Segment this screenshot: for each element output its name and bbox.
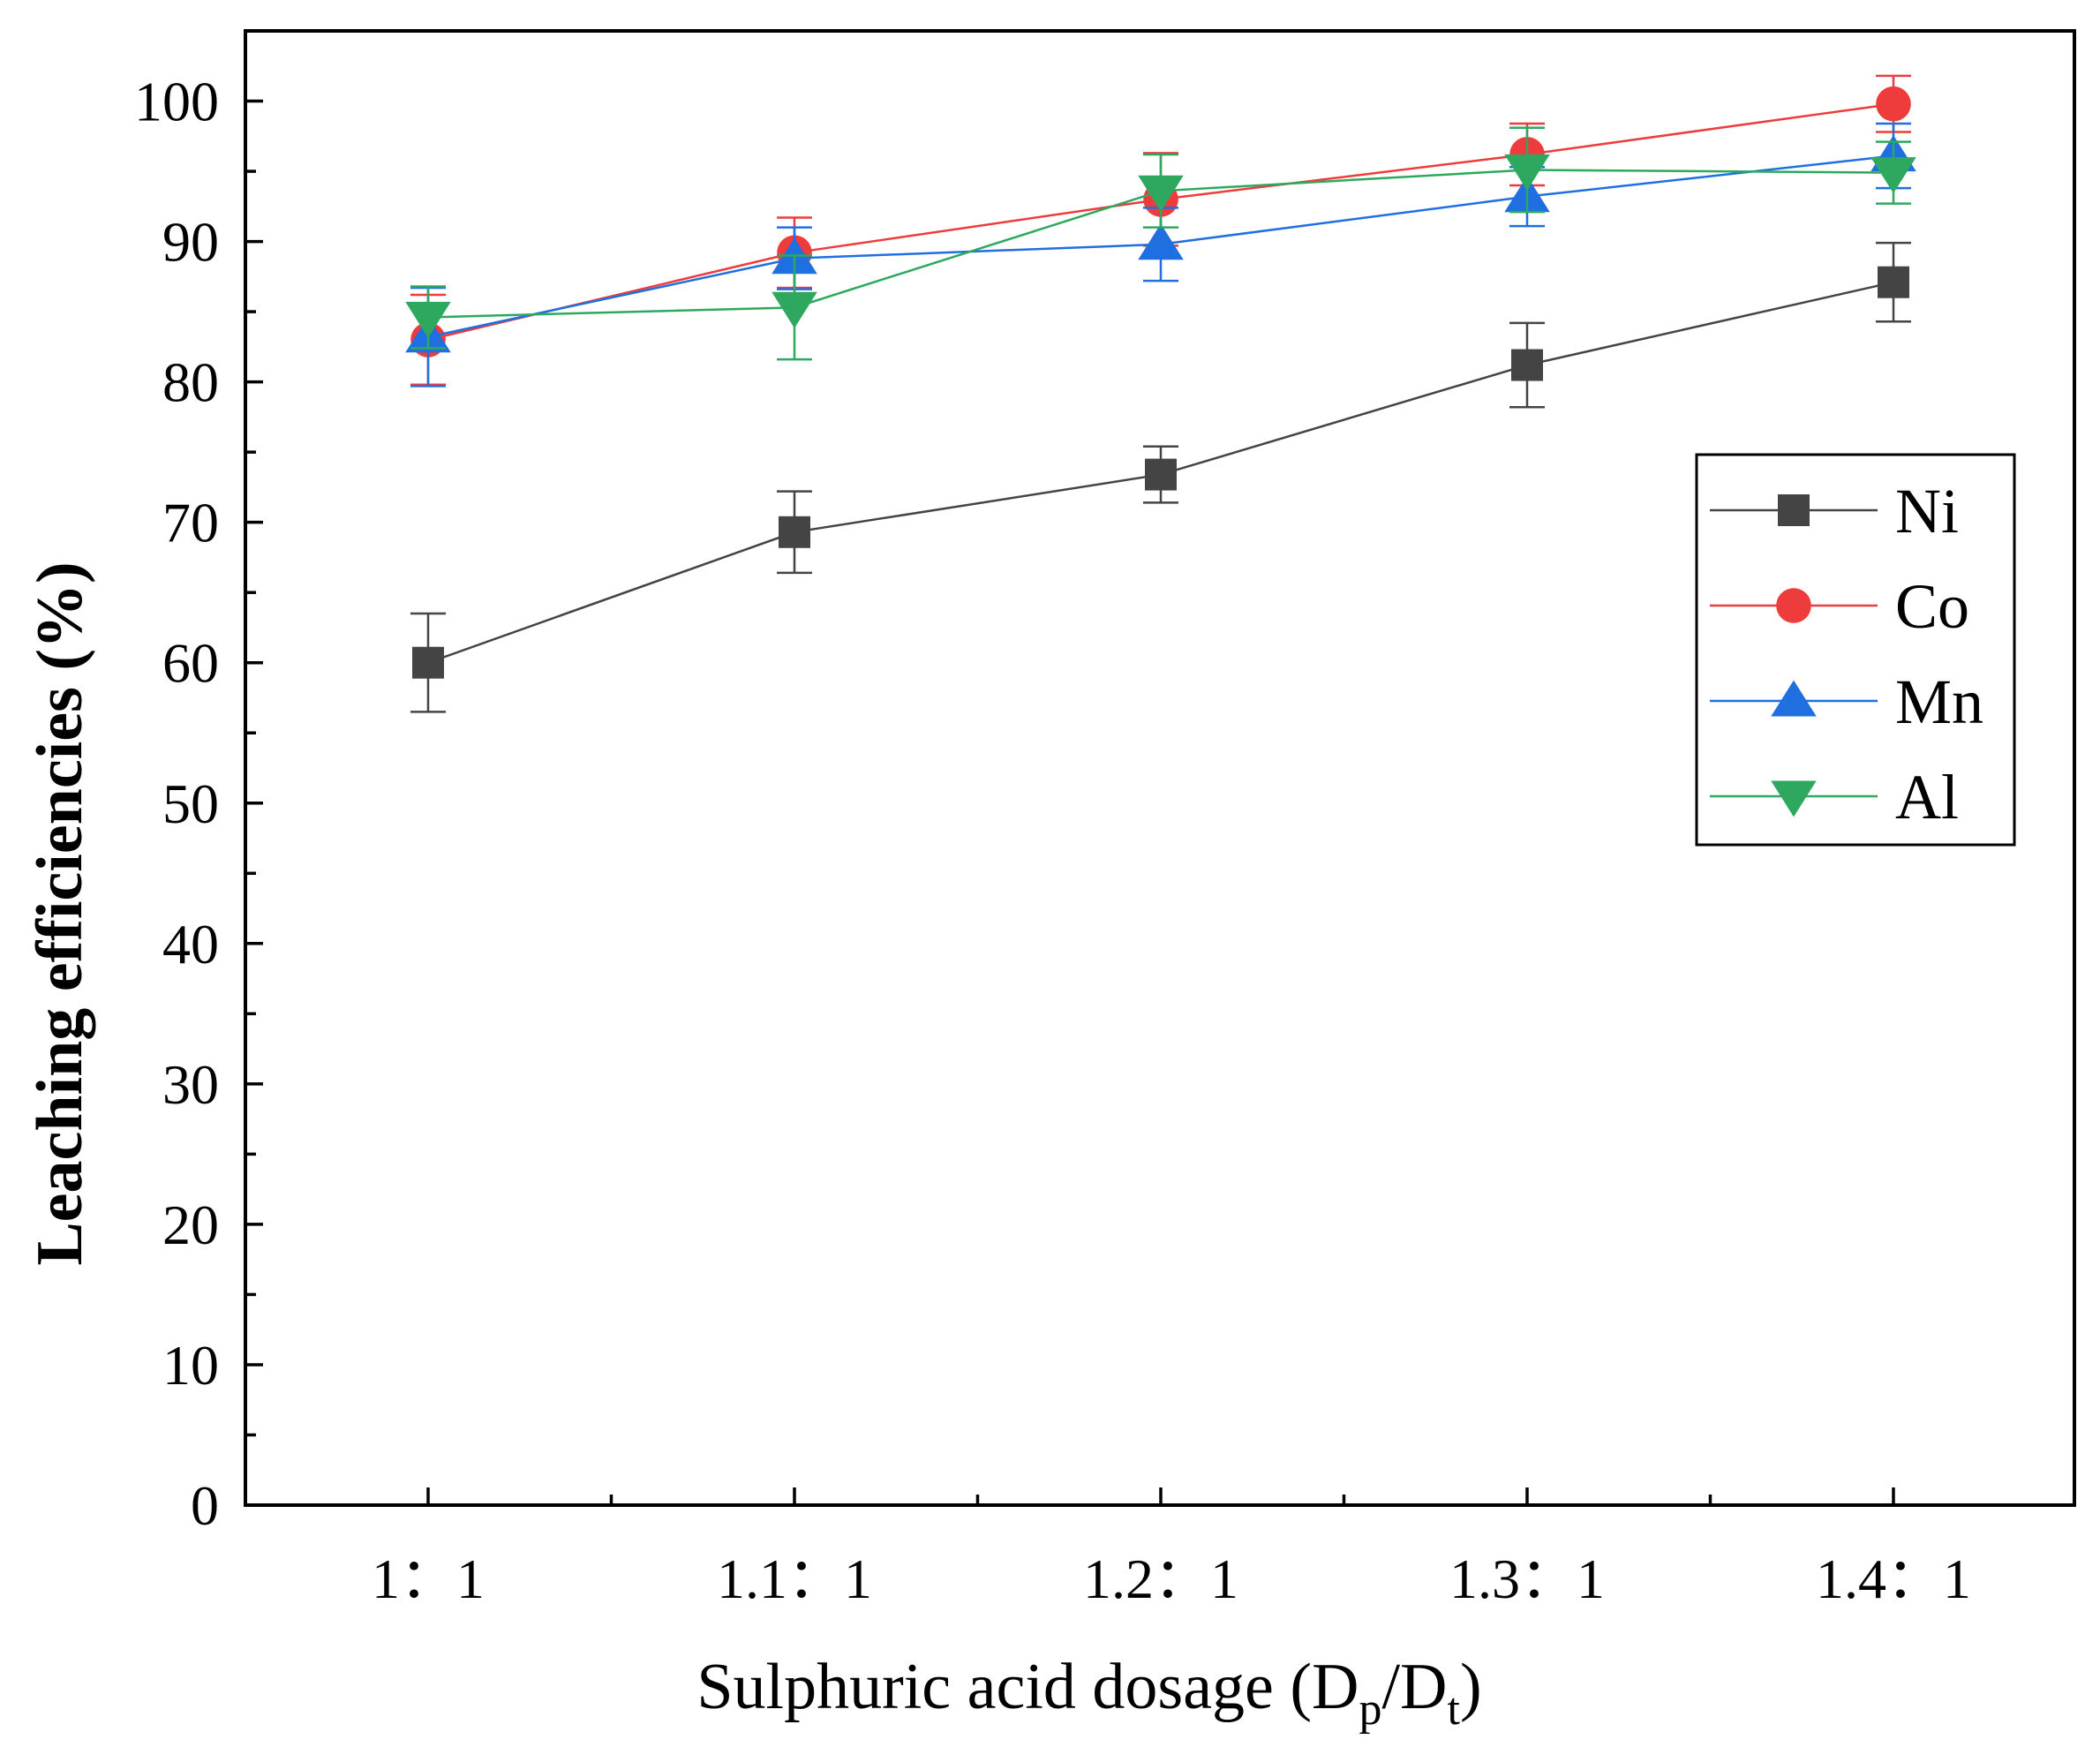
legend-box: [1695, 453, 2016, 847]
data-point-ni: [1878, 266, 1909, 298]
y-axis-label: Leaching efficiencies (%): [24, 561, 96, 1265]
legend-item-al: Al: [1710, 762, 1959, 832]
data-point-ni: [1145, 458, 1177, 491]
x-axis-label: Sulphuric acid dosage (Dp/Dt): [696, 1651, 1481, 1735]
x-axis-label-end: ): [1460, 1651, 1482, 1723]
x-tick-label: 1.3：1: [1449, 1547, 1605, 1610]
data-point-co: [1876, 86, 1911, 122]
data-point-al: [1870, 157, 1916, 194]
data-point-ni: [779, 516, 810, 548]
y-tick-label: 40: [162, 913, 219, 975]
y-tick-label: 30: [162, 1053, 219, 1116]
legend-label: Al: [1895, 762, 1959, 832]
x-axis-label-sub-t: t: [1447, 1684, 1460, 1735]
x-tick-label: 1.1：1: [717, 1547, 872, 1610]
legend-marker: [1776, 588, 1811, 623]
legend-item-mn: Mn: [1710, 666, 1983, 737]
x-tick-label: 1.2：1: [1083, 1547, 1238, 1610]
x-tick-label: 1：1: [372, 1547, 485, 1610]
legend-label: Co: [1895, 571, 1969, 642]
y-tick-label: 70: [162, 492, 219, 554]
data-point-al: [1138, 175, 1184, 212]
y-tick-label: 50: [162, 772, 219, 835]
x-tick-label: 1.4：1: [1816, 1547, 1971, 1610]
x-axis-label-sub-p: p: [1359, 1684, 1381, 1735]
x-axis-label-main: Sulphuric acid dosage (D: [696, 1651, 1359, 1723]
y-tick-label: 20: [162, 1193, 219, 1256]
legend-marker: [1771, 780, 1817, 817]
data-point-ni: [412, 646, 444, 679]
y-tick-label: 80: [162, 351, 219, 414]
legend-label: Mn: [1895, 666, 1983, 737]
data-point-mn: [1138, 223, 1184, 260]
legend-item-co: Co: [1710, 571, 1969, 642]
y-tick-label: 0: [191, 1474, 219, 1537]
data-point-al: [1504, 154, 1550, 191]
axes: 0 10 20 30 40 50 60 70 80 90 100 1：1 1.1：1 1.2：1 1.3：1…: [134, 29, 2076, 1610]
data-point-al: [405, 301, 451, 338]
data-point-al: [772, 291, 817, 328]
legend-item-ni: Ni: [1710, 476, 1959, 546]
y-tick-label: 10: [162, 1334, 219, 1397]
x-axis-label-mid: /D: [1381, 1651, 1447, 1723]
series-group: [405, 74, 1916, 713]
series-al: [405, 126, 1916, 361]
legend-label: Ni: [1895, 476, 1959, 546]
legend-marker: [1771, 680, 1817, 717]
y-tick-label: 90: [162, 211, 219, 274]
legend-marker: [1778, 494, 1810, 526]
y-tick-label: 100: [134, 71, 219, 133]
data-point-ni: [1511, 349, 1543, 381]
y-tick-label: 60: [162, 632, 219, 695]
legend: Ni Co Mn Al: [1695, 453, 2016, 847]
series-ni: [410, 241, 1911, 713]
